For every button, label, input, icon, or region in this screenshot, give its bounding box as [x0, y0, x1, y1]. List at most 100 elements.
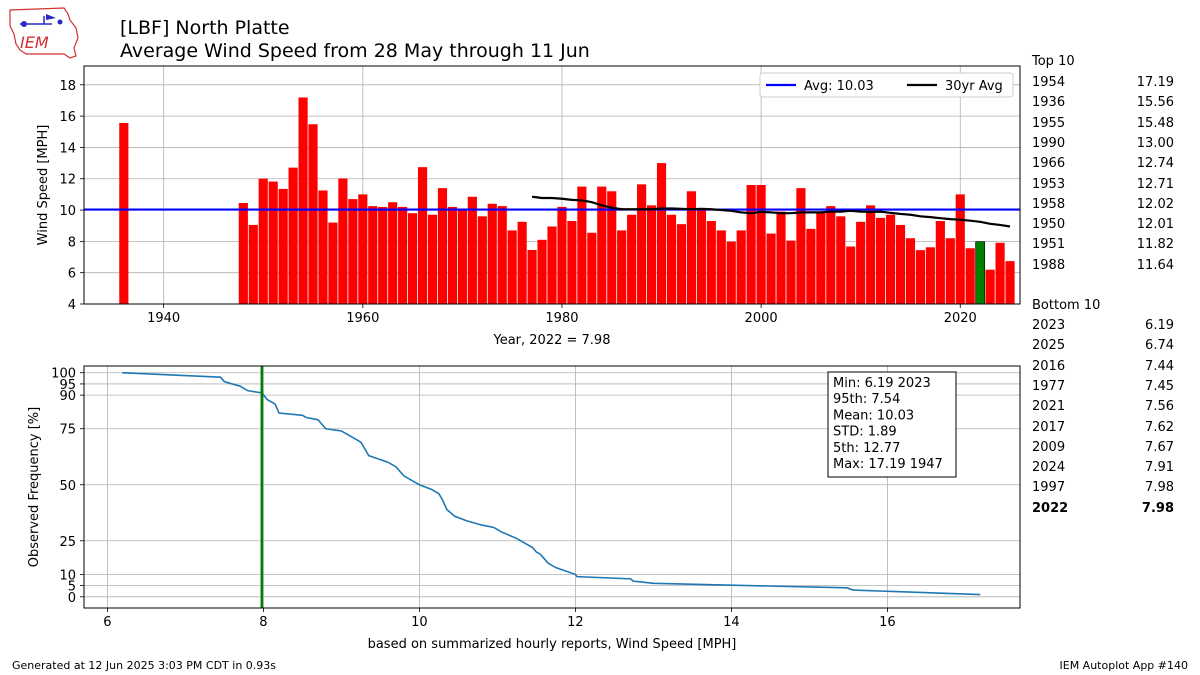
y-tick-label: 6: [68, 267, 76, 282]
bar: [308, 124, 318, 304]
bar: [836, 216, 846, 304]
bar: [557, 206, 567, 304]
bar: [447, 206, 458, 304]
bar: [417, 167, 428, 304]
y-tick-label: 14: [59, 141, 76, 156]
rank-row: 1990 13.00: [1032, 136, 1180, 156]
bar: [686, 191, 696, 304]
rank-year: 1988: [1032, 257, 1066, 273]
rank-value: 7.98: [1145, 480, 1174, 496]
y-tick-label: 10: [59, 568, 76, 583]
logo-text: IEM: [20, 33, 49, 52]
bar: [945, 238, 955, 304]
statistics-line: 5th: 12.77: [833, 441, 900, 456]
bottom10-heading: Bottom 10: [1032, 298, 1101, 313]
bar: [318, 190, 328, 304]
y-tick-label: 25: [59, 535, 76, 550]
statistics-line: STD: 1.89: [833, 425, 897, 440]
x-tick-label: 1940: [147, 311, 180, 326]
bar: [607, 191, 617, 304]
y-tick-label: 75: [59, 423, 76, 438]
bar: [388, 202, 398, 304]
bar: [816, 211, 826, 304]
bar: [348, 199, 358, 304]
bar: [497, 206, 507, 304]
y-axis-label: Observed Frequency [%]: [27, 407, 42, 567]
bar: [656, 163, 667, 304]
bar: [268, 181, 278, 304]
rank-value: 15.48: [1136, 115, 1174, 131]
bar: [248, 224, 258, 304]
rank-year: 1936: [1032, 95, 1066, 111]
app-id: IEM Autoplot App #140: [1059, 659, 1189, 672]
bar: [328, 222, 338, 304]
y-tick-label: 5: [68, 580, 76, 595]
bar: [378, 206, 388, 304]
iem-logo: IEM: [6, 4, 82, 60]
rank-value: 6.74: [1145, 338, 1174, 354]
rank-year: 2025: [1032, 338, 1066, 354]
bar: [756, 185, 766, 304]
bar: [457, 208, 467, 304]
bar: [427, 214, 438, 304]
bar: [806, 228, 816, 304]
rank-row-current-year: 2022 7.98: [1032, 501, 1180, 521]
rank-row: 2023 6.19: [1032, 318, 1180, 338]
y-tick-label: 8: [68, 235, 76, 250]
x-tick-label: 8: [259, 615, 267, 630]
bar: [358, 194, 368, 304]
rank-row: 2016 7.44: [1032, 359, 1180, 379]
bar: [119, 122, 129, 304]
rank-year: 2016: [1032, 358, 1066, 374]
bar: [617, 230, 627, 304]
rank-year: 2021: [1032, 399, 1066, 415]
bar: [776, 211, 786, 304]
bar: [915, 250, 926, 304]
rank-value: 7.62: [1145, 419, 1174, 435]
rank-row: 1958 12.02: [1032, 197, 1180, 217]
bar: [925, 247, 935, 304]
rank-row: 2017 7.62: [1032, 420, 1180, 440]
rank-row: 1936 15.56: [1032, 95, 1180, 115]
statistics-line: Mean: 10.03: [833, 408, 914, 423]
bar: [866, 205, 876, 304]
y-tick-label: 16: [59, 110, 76, 125]
highlight-bar: [975, 241, 986, 305]
x-tick-label: 12: [567, 615, 584, 630]
statistics-line: 95th: 7.54: [833, 392, 900, 407]
bar: [676, 224, 687, 304]
trailing-average-line: [531, 195, 1011, 228]
rank-row: 2009 7.67: [1032, 440, 1180, 460]
rank-value: 12.01: [1136, 217, 1174, 233]
rank-year: 1966: [1032, 156, 1066, 172]
bar: [985, 269, 995, 304]
bar: [487, 203, 497, 304]
bar: [935, 221, 945, 304]
x-tick-label: 6: [103, 615, 111, 630]
bar: [398, 206, 408, 304]
bar: [1005, 261, 1015, 304]
bar: [637, 184, 647, 304]
rank-row: 1988 11.64: [1032, 258, 1180, 278]
rank-row: 1950 12.01: [1032, 217, 1180, 237]
rank-value: 12.02: [1136, 196, 1174, 212]
x-tick-label: 16: [879, 615, 896, 630]
rank-year: 1950: [1032, 217, 1066, 233]
rank-value: 13.00: [1136, 135, 1174, 151]
bar: [955, 194, 965, 304]
bar: [706, 221, 716, 304]
bar: [547, 226, 557, 304]
rank-value: 6.19: [1145, 318, 1174, 333]
y-tick-label: 50: [59, 479, 76, 494]
rank-value: 7.98: [1141, 500, 1174, 516]
bar: [507, 230, 517, 304]
y-tick-label: 95: [59, 378, 76, 393]
bar: [517, 221, 527, 304]
rank-row: 2025 6.74: [1032, 338, 1180, 358]
bar: [876, 217, 886, 304]
bar: [895, 224, 906, 304]
rank-value: 17.19: [1136, 75, 1174, 90]
x-axis-label: Year, 2022 = 7.98: [493, 333, 611, 348]
